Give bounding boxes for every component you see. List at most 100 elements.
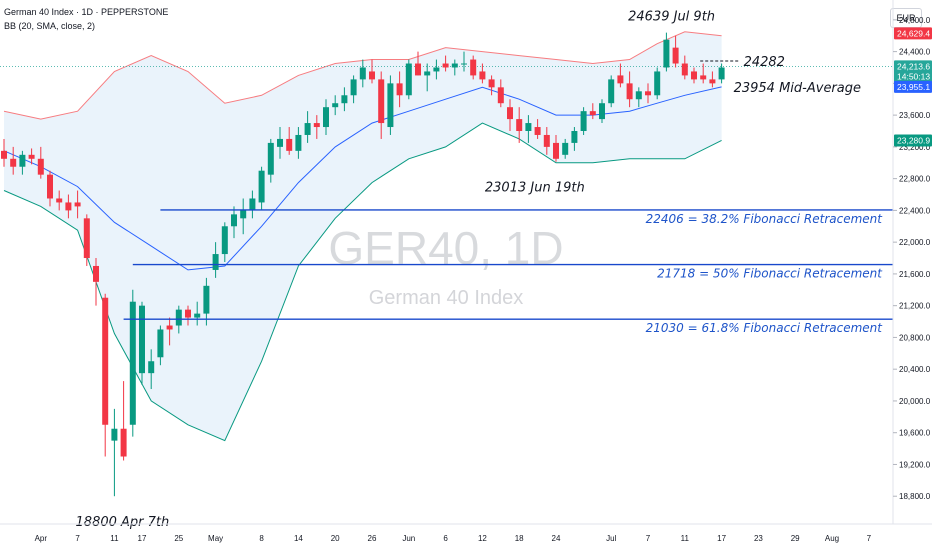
candle[interactable]: [286, 127, 293, 155]
candle[interactable]: [148, 349, 155, 390]
y-tick-label: 23,600.0: [899, 111, 931, 120]
candle[interactable]: [433, 59, 440, 80]
candle[interactable]: [258, 166, 265, 211]
candle[interactable]: [369, 59, 375, 84]
candle[interactable]: [249, 190, 256, 219]
candle-body: [589, 111, 596, 116]
candle[interactable]: [718, 63, 725, 84]
candle[interactable]: [451, 59, 458, 76]
x-tick-label: 24: [552, 534, 561, 543]
candle[interactable]: [341, 87, 348, 112]
candle[interactable]: [562, 138, 569, 159]
candle[interactable]: [267, 138, 274, 183]
candle[interactable]: [65, 194, 72, 219]
candle[interactable]: [626, 71, 633, 108]
candle[interactable]: [553, 134, 559, 162]
candle[interactable]: [691, 67, 697, 84]
candle[interactable]: [139, 301, 145, 386]
candle[interactable]: [19, 150, 26, 175]
candle[interactable]: [709, 71, 716, 88]
candle[interactable]: [479, 63, 486, 84]
candle[interactable]: [617, 63, 624, 88]
candle[interactable]: [543, 127, 550, 155]
candle[interactable]: [313, 115, 320, 139]
candle[interactable]: [129, 289, 136, 437]
candle[interactable]: [1, 138, 7, 167]
candle[interactable]: [203, 277, 210, 326]
candle[interactable]: [102, 293, 109, 457]
candle-body: [663, 39, 670, 68]
candle[interactable]: [672, 35, 679, 68]
candle[interactable]: [599, 99, 605, 124]
candle[interactable]: [231, 206, 237, 239]
candle[interactable]: [525, 115, 532, 143]
fib-label: 21030 = 61.8% Fibonacci Retracement: [646, 321, 884, 335]
annotation-level: 24282: [744, 55, 785, 70]
candle[interactable]: [415, 51, 421, 76]
candle[interactable]: [47, 170, 53, 207]
candle[interactable]: [580, 107, 587, 135]
candle[interactable]: [534, 119, 541, 139]
candle[interactable]: [424, 63, 431, 92]
candle[interactable]: [461, 51, 467, 72]
candle[interactable]: [608, 75, 615, 108]
candle[interactable]: [497, 79, 504, 108]
candle[interactable]: [470, 55, 477, 80]
candle[interactable]: [350, 75, 357, 104]
candle-body: [580, 111, 587, 131]
candle-body: [74, 202, 81, 207]
candle[interactable]: [304, 111, 311, 143]
candle[interactable]: [681, 55, 688, 80]
candle[interactable]: [700, 63, 707, 84]
x-tick-label: 7: [75, 534, 80, 543]
candle-body: [258, 170, 265, 203]
candle[interactable]: [240, 198, 247, 235]
x-tick-label: 20: [331, 534, 340, 543]
candle[interactable]: [589, 103, 596, 120]
candle[interactable]: [663, 32, 670, 72]
price-badge-bg: [894, 80, 932, 93]
candle[interactable]: [332, 95, 339, 116]
candle[interactable]: [405, 59, 412, 100]
candle[interactable]: [442, 55, 449, 72]
candle[interactable]: [93, 258, 99, 306]
candle[interactable]: [83, 214, 90, 266]
candle-body: [534, 127, 541, 135]
y-tick-label: 21,200.0: [899, 302, 931, 311]
candle[interactable]: [645, 83, 651, 104]
candle[interactable]: [111, 408, 118, 497]
candle[interactable]: [654, 67, 661, 100]
candle[interactable]: [323, 99, 329, 135]
candle[interactable]: [120, 381, 127, 461]
y-tick-label: 24,400.0: [899, 48, 931, 57]
candle[interactable]: [166, 317, 173, 346]
candle[interactable]: [157, 325, 164, 366]
candle[interactable]: [396, 71, 403, 108]
candle[interactable]: [277, 127, 283, 159]
y-tick-label: 19,200.0: [899, 460, 931, 469]
y-tick-label: 22,400.0: [899, 206, 931, 215]
candle[interactable]: [221, 222, 228, 262]
candle[interactable]: [185, 305, 191, 326]
candle[interactable]: [28, 148, 35, 165]
candle[interactable]: [516, 107, 523, 143]
x-tick-label: Jun: [402, 534, 415, 543]
candle[interactable]: [488, 75, 495, 96]
candle[interactable]: [507, 99, 513, 131]
candle[interactable]: [74, 190, 81, 219]
candle[interactable]: [387, 75, 394, 135]
candle[interactable]: [635, 87, 642, 108]
candle[interactable]: [56, 190, 63, 211]
x-tick-label: 6: [443, 534, 448, 543]
indicator-legend[interactable]: BB (20, SMA, close, 2): [4, 21, 96, 31]
candle[interactable]: [359, 59, 366, 88]
candle[interactable]: [212, 242, 219, 278]
candle-body: [608, 79, 615, 104]
candle[interactable]: [194, 301, 201, 326]
candle[interactable]: [571, 127, 578, 151]
candle[interactable]: [295, 127, 302, 159]
candle[interactable]: [378, 71, 385, 139]
candle[interactable]: [37, 146, 44, 179]
candle[interactable]: [10, 146, 17, 175]
